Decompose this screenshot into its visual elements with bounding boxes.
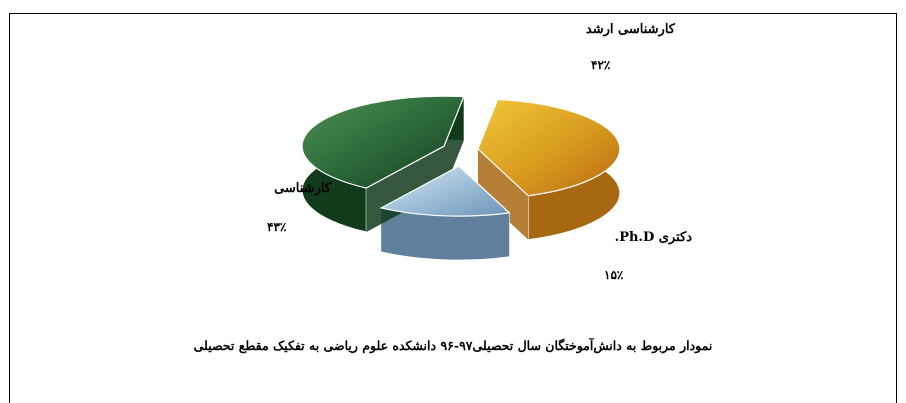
slice-phd (379, 165, 511, 217)
value-masters: ۴۲٪ (591, 58, 611, 72)
label-phd: دکتری Ph.D. (614, 230, 692, 245)
chart-caption: نمودار مربوط به دانش‌آموختگان سال تحصیلی… (193, 338, 713, 353)
value-phd: ۱۵٪ (604, 268, 624, 282)
value-bachelors: ۴۳٪ (267, 220, 287, 234)
chart-frame (9, 13, 897, 403)
label-bachelors: کارشناسی (274, 181, 331, 196)
slice-bachelors (301, 95, 465, 189)
label-masters: کارشناسی ارشد (585, 22, 675, 37)
slice-bachelors-wall (366, 96, 464, 233)
slice-masters (477, 98, 621, 197)
pie-chart (301, 95, 621, 261)
